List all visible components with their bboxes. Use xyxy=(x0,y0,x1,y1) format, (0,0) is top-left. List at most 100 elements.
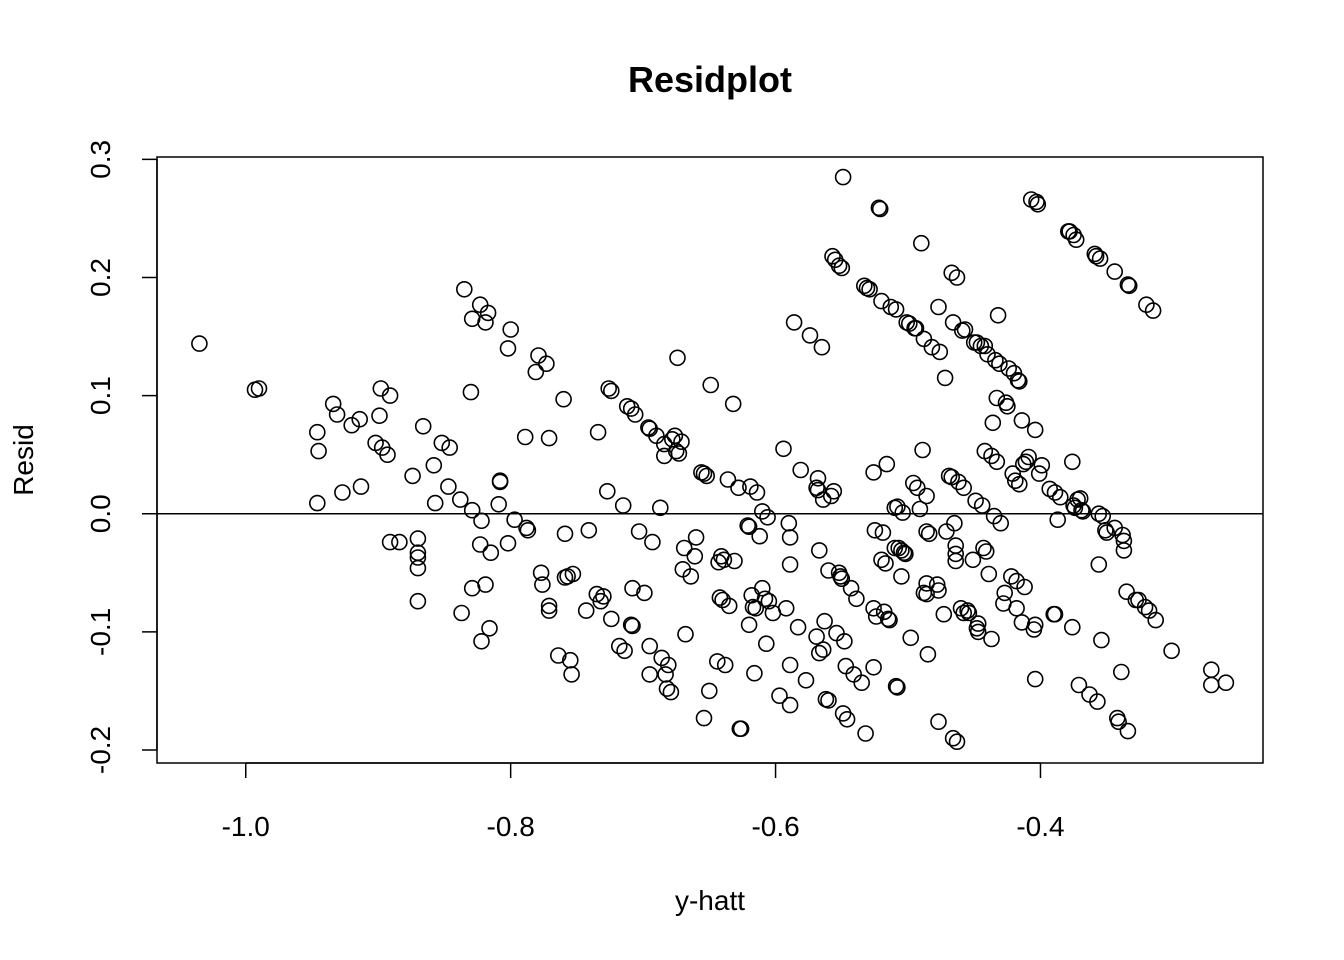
data-point xyxy=(502,321,520,338)
data-point xyxy=(518,519,535,537)
data-point xyxy=(1144,302,1162,319)
data-point xyxy=(968,334,986,351)
data-point xyxy=(732,720,750,738)
data-point xyxy=(964,551,982,569)
data-point xyxy=(848,590,865,608)
data-point xyxy=(748,484,766,501)
data-point xyxy=(724,395,742,413)
data-point xyxy=(919,645,937,663)
data-point xyxy=(563,666,580,683)
data-point xyxy=(895,544,913,562)
data-point xyxy=(871,200,889,218)
data-point xyxy=(833,259,851,277)
data-point xyxy=(777,599,795,617)
data-point xyxy=(1009,371,1027,389)
data-point xyxy=(1071,490,1089,507)
data-point xyxy=(865,658,882,676)
data-point xyxy=(440,478,457,495)
data-point xyxy=(491,473,509,491)
data-point xyxy=(1020,448,1037,466)
data-point xyxy=(1097,521,1114,539)
data-point xyxy=(897,545,914,563)
data-point xyxy=(894,504,912,521)
data-point xyxy=(983,630,1000,648)
data-point xyxy=(1110,713,1127,731)
y-tick-label: 0.1 xyxy=(85,376,116,415)
data-point xyxy=(682,568,700,585)
data-point xyxy=(636,584,653,602)
data-point xyxy=(481,619,498,637)
data-point xyxy=(834,168,852,186)
x-tick-label: -1.0 xyxy=(222,811,270,842)
data-point xyxy=(959,602,976,619)
data-point xyxy=(641,637,659,655)
data-point xyxy=(506,511,523,529)
data-point xyxy=(813,338,831,356)
data-point xyxy=(624,617,641,635)
data-point xyxy=(334,484,351,501)
y-tick-label: -0.1 xyxy=(85,608,116,656)
data-point xyxy=(938,523,955,540)
data-point xyxy=(853,674,871,692)
data-point xyxy=(955,604,973,622)
data-point xyxy=(808,628,825,645)
data-point xyxy=(948,269,966,286)
data-point xyxy=(838,710,856,728)
data-point xyxy=(1090,556,1108,573)
data-point xyxy=(404,467,421,485)
y-tick-label: 0.0 xyxy=(85,494,116,533)
data-point xyxy=(540,597,558,615)
data-point xyxy=(889,498,906,516)
data-point xyxy=(781,656,799,674)
data-point xyxy=(757,635,775,653)
data-point xyxy=(564,565,582,583)
data-point xyxy=(950,473,967,491)
data-point xyxy=(1217,674,1235,692)
data-point xyxy=(780,514,798,532)
data-point xyxy=(820,692,837,709)
data-point xyxy=(441,439,459,456)
x-tick-label: -0.4 xyxy=(1016,811,1064,842)
data-point xyxy=(886,539,904,557)
data-point xyxy=(1041,480,1058,498)
data-point xyxy=(630,523,648,540)
data-point xyxy=(371,407,388,425)
data-point xyxy=(1115,532,1133,550)
data-point xyxy=(720,597,738,615)
data-point xyxy=(887,301,905,318)
data-point xyxy=(1064,618,1081,636)
data-point xyxy=(659,656,677,674)
data-point xyxy=(1118,583,1135,601)
data-point xyxy=(930,298,947,316)
data-point xyxy=(753,579,771,597)
data-point xyxy=(1066,499,1084,517)
data-point xyxy=(857,725,874,742)
data-point xyxy=(1203,661,1220,679)
data-point xyxy=(877,555,894,572)
data-point xyxy=(657,666,674,683)
data-point xyxy=(914,441,931,459)
data-point xyxy=(1089,693,1106,710)
data-point xyxy=(935,605,953,623)
data-point xyxy=(842,579,860,597)
data-point xyxy=(814,491,832,508)
data-point xyxy=(540,429,558,447)
data-point xyxy=(928,576,946,593)
data-point xyxy=(556,525,574,543)
data-point xyxy=(1093,631,1110,649)
data-point xyxy=(1091,250,1109,267)
data-point xyxy=(534,576,551,593)
data-point xyxy=(409,559,427,577)
data-point xyxy=(700,682,718,700)
data-point xyxy=(984,414,1002,432)
data-point xyxy=(861,280,878,298)
data-point xyxy=(695,465,713,482)
data-point xyxy=(409,549,427,566)
data-point xyxy=(1073,501,1090,519)
data-point xyxy=(409,592,427,610)
data-point xyxy=(931,343,949,361)
data-point xyxy=(540,602,558,619)
data-point xyxy=(893,568,910,585)
data-point xyxy=(739,517,757,534)
data-point xyxy=(996,584,1014,602)
